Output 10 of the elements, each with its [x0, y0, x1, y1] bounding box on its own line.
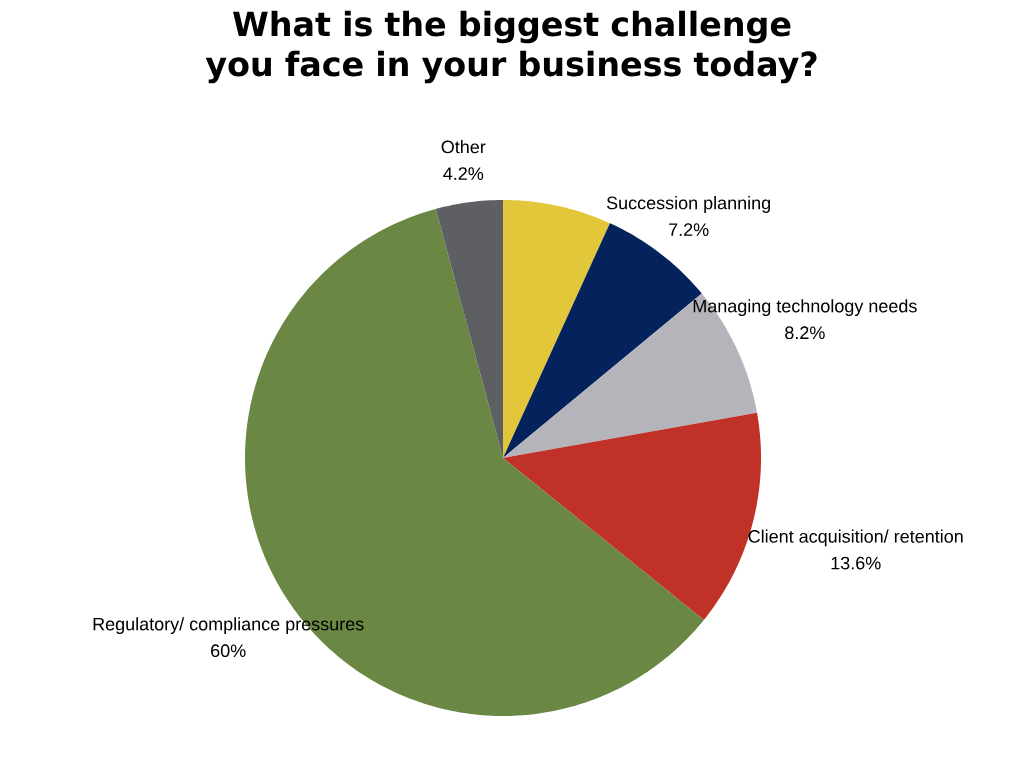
- slice-label: Succession planning: [606, 196, 770, 213]
- data-label: 7.2%: [669, 223, 709, 236]
- slice-label: Other: [441, 140, 486, 154]
- slice-label: Managing technology needs: [693, 299, 917, 317]
- slice-label: Client acquisition/ retention: [748, 529, 963, 547]
- chart-title: What is the biggest challenge you face in your business today?: [205, 10, 817, 84]
- data-label: 13.6%: [831, 556, 881, 570]
- data-label: 4.2%: [443, 167, 484, 180]
- data-label: 60%: [211, 644, 246, 658]
- data-label: 8.2%: [785, 326, 825, 340]
